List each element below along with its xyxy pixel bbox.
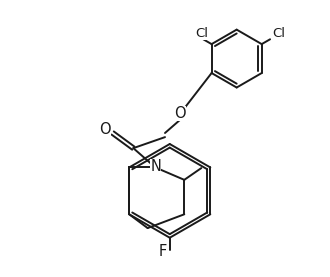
Text: O: O [174,106,186,121]
Text: F: F [159,244,167,259]
Text: N: N [150,159,161,175]
Text: Cl: Cl [195,27,208,40]
Text: Cl: Cl [272,27,285,40]
Text: O: O [99,122,111,137]
